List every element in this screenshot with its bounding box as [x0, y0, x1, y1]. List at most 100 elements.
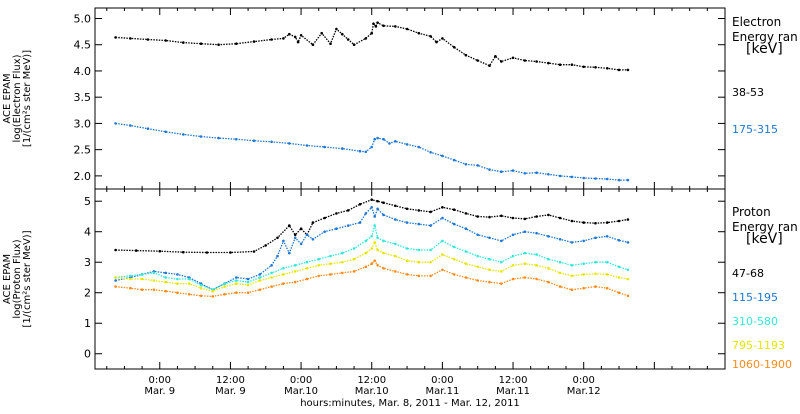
data-point: [370, 262, 374, 266]
data-point: [296, 40, 300, 44]
y-axis-label-line: [1/(cm²s ster MeV)]: [22, 50, 33, 147]
data-point: [547, 61, 550, 65]
data-point: [164, 289, 167, 293]
data-point: [270, 264, 273, 267]
data-point: [374, 25, 378, 28]
data-point: [417, 274, 421, 278]
series-47-68: [114, 198, 630, 254]
data-point: [320, 31, 324, 35]
data-point: [199, 42, 203, 45]
y-axis-label-line: ACE EPAM: [2, 73, 13, 123]
data-point: [140, 277, 144, 281]
data-point: [626, 294, 630, 298]
data-point: [535, 171, 538, 174]
data-point: [140, 273, 144, 276]
data-point: [317, 257, 321, 261]
data-point: [523, 59, 527, 62]
data-point: [511, 56, 515, 60]
data-point: [311, 221, 315, 224]
data-point: [500, 260, 503, 264]
data-point: [558, 271, 562, 275]
data-point: [282, 282, 285, 285]
data-point: [617, 68, 621, 72]
data-point: [547, 280, 550, 284]
data-point: [382, 201, 385, 204]
data-point: [364, 37, 368, 40]
data-point: [317, 274, 321, 278]
data-point: [617, 178, 621, 182]
y-tick-label: 3: [84, 256, 91, 269]
data-point: [114, 279, 117, 282]
y-tick-label: 5: [84, 195, 91, 208]
data-point: [558, 285, 562, 288]
series-trace: [115, 199, 629, 254]
data-point: [405, 259, 409, 263]
data-point: [605, 235, 609, 238]
data-point: [293, 35, 297, 39]
data-point: [370, 145, 374, 149]
legend-title-line: [keV]: [746, 41, 783, 57]
data-point: [452, 158, 456, 162]
data-point: [252, 139, 256, 142]
data-point: [488, 168, 491, 171]
data-point: [114, 36, 117, 39]
data-point: [417, 248, 421, 252]
data-point: [299, 242, 303, 246]
data-point: [164, 39, 167, 42]
data-point: [164, 276, 167, 279]
data-point: [417, 145, 421, 149]
data-point: [523, 276, 527, 279]
data-point: [558, 238, 562, 241]
data-point: [335, 27, 338, 31]
y-tick-label: 4.0: [74, 65, 92, 78]
data-point: [626, 178, 630, 182]
data-point: [535, 264, 538, 267]
data-point: [182, 133, 185, 136]
data-point: [476, 215, 480, 218]
data-point: [464, 163, 468, 166]
x-tick-time-label: 0:00: [431, 375, 453, 386]
data-point: [352, 270, 356, 273]
data-point: [441, 216, 444, 220]
data-point: [352, 257, 356, 261]
y-tick-label: 2: [84, 287, 91, 300]
data-point: [358, 221, 362, 224]
data-point: [341, 271, 344, 275]
data-point: [382, 137, 385, 141]
data-point: [464, 212, 468, 215]
data-point: [570, 288, 574, 292]
data-point: [535, 277, 538, 281]
data-point: [358, 149, 362, 153]
data-point: [223, 285, 226, 288]
data-point: [176, 282, 179, 285]
data-point: [129, 124, 132, 127]
data-point: [258, 276, 262, 279]
x-tick-date-label: Mar.12: [567, 386, 601, 397]
data-point: [182, 41, 185, 44]
data-point: [500, 239, 503, 243]
data-point: [605, 67, 609, 70]
data-point: [511, 254, 515, 258]
data-point: [199, 286, 203, 290]
data-point: [617, 291, 621, 295]
data-point: [176, 277, 179, 281]
data-point: [246, 277, 250, 281]
legend-entry: 115-195: [732, 291, 778, 304]
data-point: [500, 282, 503, 285]
data-point: [376, 21, 379, 25]
data-point: [417, 31, 421, 35]
data-point: [547, 213, 550, 217]
data-point: [476, 164, 480, 167]
data-point: [299, 34, 303, 37]
data-point: [547, 235, 550, 238]
data-point: [114, 122, 117, 125]
data-point: [488, 257, 491, 261]
data-point: [570, 274, 574, 278]
data-point: [293, 280, 297, 284]
data-point: [364, 212, 368, 215]
x-tick-time-label: 0:00: [149, 375, 171, 386]
x-axis-label: hours:minutes, Mar. 8, 2011 - Mar. 12, 2…: [300, 398, 520, 409]
data-point: [417, 209, 421, 212]
data-point: [282, 273, 285, 276]
